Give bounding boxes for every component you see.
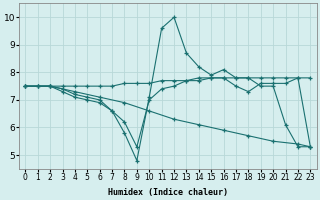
X-axis label: Humidex (Indice chaleur): Humidex (Indice chaleur) xyxy=(108,188,228,197)
